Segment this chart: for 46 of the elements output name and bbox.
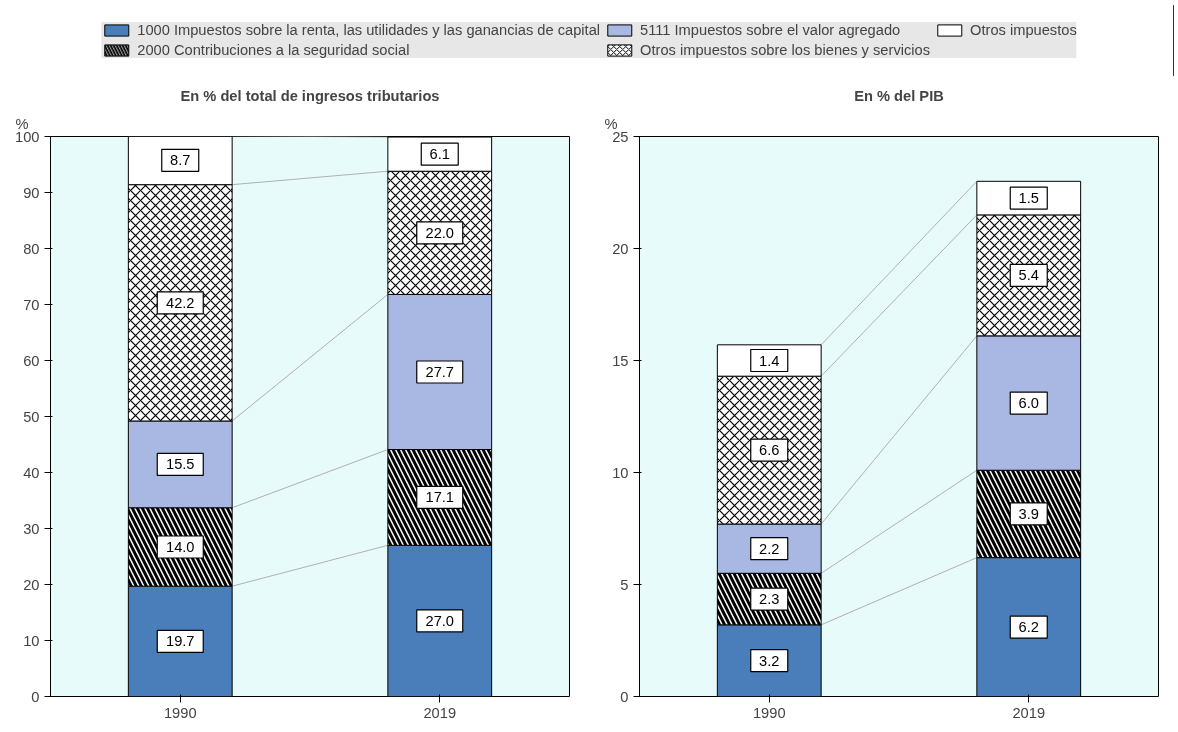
data-label: 1.5: [1018, 190, 1039, 207]
data-label: 15.5: [165, 456, 195, 473]
y-tick-label: 90: [23, 184, 40, 201]
y-tick-label: 10: [612, 464, 629, 481]
data-label: 6.6: [759, 442, 780, 459]
y-tick-label: 30: [23, 520, 40, 537]
data-label: 1.4: [759, 352, 780, 369]
y-tick-label: 5: [620, 576, 629, 593]
x-tick-label: 1990: [163, 704, 197, 721]
x-tick-label: 2019: [1012, 704, 1046, 721]
data-label: 6.0: [1018, 395, 1039, 412]
y-tick-label: 10: [23, 632, 40, 649]
y-tick-label: 20: [612, 240, 629, 257]
legend-label: 2000 Contribuciones a la seguridad social: [137, 42, 410, 58]
y-tick-label: 50: [23, 408, 40, 425]
legend-label: Otros impuestos: [970, 22, 1077, 38]
legend-label: Otros impuestos sobre los bienes y servicios: [640, 42, 931, 58]
data-label: 27.0: [425, 612, 455, 629]
legend-label: 5111 Impuestos sobre el valor agregado: [640, 22, 901, 38]
data-label: 19.7: [165, 633, 195, 650]
data-label: 3.9: [1018, 505, 1039, 522]
y-tick-label: 40: [23, 464, 40, 481]
y-tick-label: 80: [23, 240, 40, 257]
y-tick-label: 20: [23, 576, 40, 593]
data-label: 2.2: [759, 540, 780, 557]
data-label: 22.0: [425, 224, 455, 241]
y-tick-label: 60: [23, 352, 40, 369]
y-tick-label: 0: [620, 688, 629, 705]
data-label: 8.7: [170, 152, 191, 169]
data-label: 3.2: [759, 652, 780, 669]
legend-label: 1000 Impuestos sobre la renta, las utilidades y las ganancias de capital: [137, 22, 601, 38]
data-label: 6.2: [1018, 619, 1039, 636]
chart-title: En % del PIB: [854, 87, 944, 104]
data-label: 6.1: [429, 146, 450, 163]
data-label: 14.0: [165, 538, 195, 555]
y-tick-label: 15: [612, 352, 629, 369]
data-label: 2.3: [759, 591, 780, 608]
data-label: 5.4: [1018, 267, 1039, 284]
data-label: 27.7: [425, 363, 455, 380]
chart-title: En % del total de ingresos tributarios: [180, 87, 440, 104]
data-label: 42.2: [165, 294, 195, 311]
x-tick-label: 2019: [423, 704, 457, 721]
y-tick-label: 0: [31, 688, 40, 705]
y-tick-label: 70: [23, 296, 40, 313]
x-tick-label: 1990: [752, 704, 786, 721]
data-label: 17.1: [425, 489, 455, 506]
